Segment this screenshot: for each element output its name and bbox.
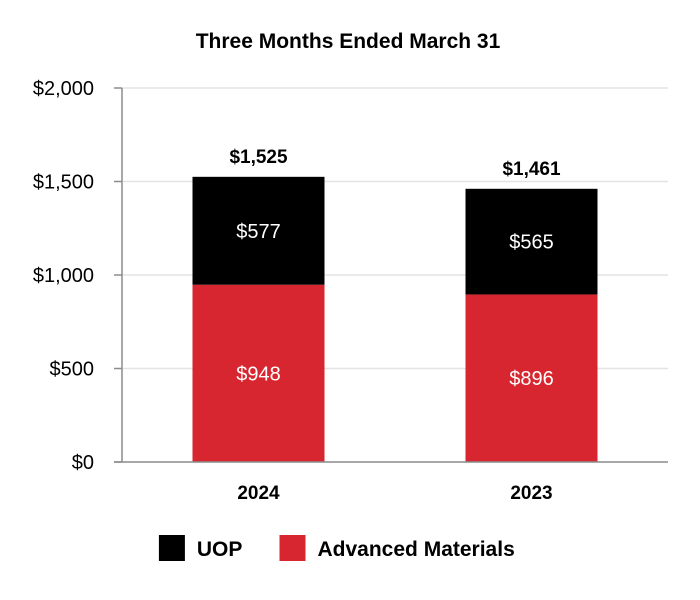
legend-swatch <box>158 535 185 561</box>
legend-label: UOP <box>197 538 243 561</box>
bar-segment <box>465 294 598 462</box>
bars: $948 $577 $1,525 $896 $565 $1,461 <box>192 147 598 462</box>
legend-swatch <box>279 535 306 561</box>
segment-value-label: $948 <box>236 363 281 385</box>
y-axis: $0 $500 $1,000 $1,500 $2,000 <box>33 78 123 474</box>
x-tick-label: 2023 <box>510 483 552 504</box>
total-value-label: $1,461 <box>502 159 561 180</box>
y-tick-label: $1,500 <box>33 172 94 194</box>
y-tick-label: $500 <box>50 359 95 381</box>
segment-value-label: $565 <box>509 232 554 254</box>
legend-label: Advanced Materials <box>318 538 515 561</box>
chart-title: Three Months Ended March 31 <box>196 30 501 53</box>
segment-value-label: $577 <box>236 221 281 243</box>
y-tick-label: $2,000 <box>33 78 94 100</box>
bar-segment <box>192 176 325 285</box>
bar-segment <box>192 284 325 462</box>
segment-value-label: $896 <box>509 368 554 390</box>
bar-segment <box>465 188 598 295</box>
x-axis: 2024 2023 <box>114 461 668 504</box>
total-value-label: $1,525 <box>229 147 288 168</box>
y-tick-label: $1,000 <box>33 265 94 287</box>
legend: UOP Advanced Materials <box>158 535 515 561</box>
x-tick-label: 2024 <box>237 483 280 504</box>
y-tick-label: $0 <box>72 452 94 474</box>
